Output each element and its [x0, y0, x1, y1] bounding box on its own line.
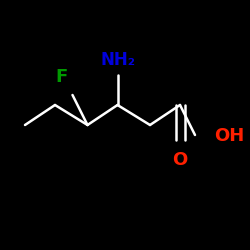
Text: NH₂: NH₂	[100, 51, 135, 69]
Text: O: O	[172, 151, 188, 169]
Text: OH: OH	[214, 127, 244, 145]
Text: F: F	[55, 68, 68, 86]
